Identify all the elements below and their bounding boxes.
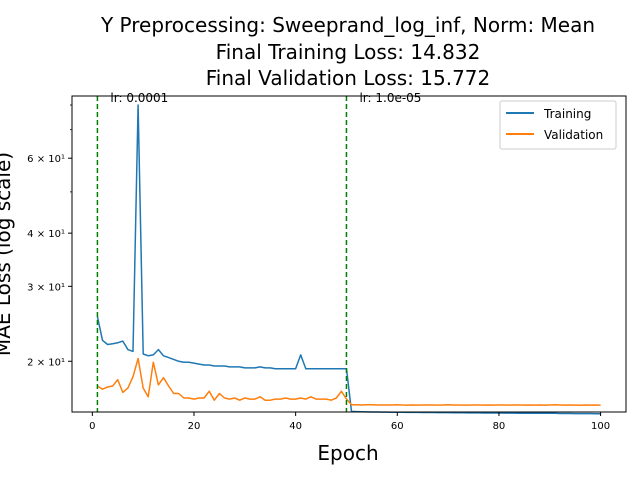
- x-axis-label: Epoch: [317, 441, 378, 465]
- chart-title-line-3: Final Validation Loss: 15.772: [206, 66, 491, 90]
- lr-annotation-1: lr: 0.0001: [110, 91, 168, 105]
- axes-frame: [71, 95, 627, 413]
- x-tick-label: 20: [188, 421, 201, 432]
- chart-title-line-1: Y Preprocessing: Sweeprand_log_inf, Norm…: [100, 13, 595, 37]
- x-tick-label: 80: [493, 421, 506, 432]
- x-tick-label: 100: [591, 421, 610, 432]
- legend-label-training: Training: [543, 107, 591, 121]
- x-tick-label: 40: [289, 421, 302, 432]
- legend-label-validation: Validation: [544, 128, 603, 142]
- y-tick-label: 6 × 10¹: [27, 154, 65, 165]
- series-line-validation: [97, 357, 601, 406]
- series-line-training: [96, 104, 601, 415]
- y-tick-label: 3 × 10¹: [27, 282, 65, 293]
- x-tick-label: 0: [89, 421, 95, 432]
- chart-title-line-2: Final Training Loss: 14.832: [216, 40, 481, 64]
- y-axis-label: MAE Loss (log scale): [0, 152, 15, 356]
- lr-annotation-2: lr: 1.0e-05: [359, 91, 421, 105]
- y-tick-label: 2 × 10¹: [27, 357, 65, 368]
- plot-area: lr: 0.0001 lr: 1.0e-05: [96, 91, 601, 415]
- y-tick-label: 4 × 10¹: [27, 229, 65, 240]
- legend: Training Validation: [499, 100, 617, 150]
- x-tick-label: 60: [391, 421, 404, 432]
- axis-ticks: 0 20 40 60 80 100 2 × 10¹ 3 × 10¹ 4 × 10¹ 6 × 10¹: [27, 104, 610, 432]
